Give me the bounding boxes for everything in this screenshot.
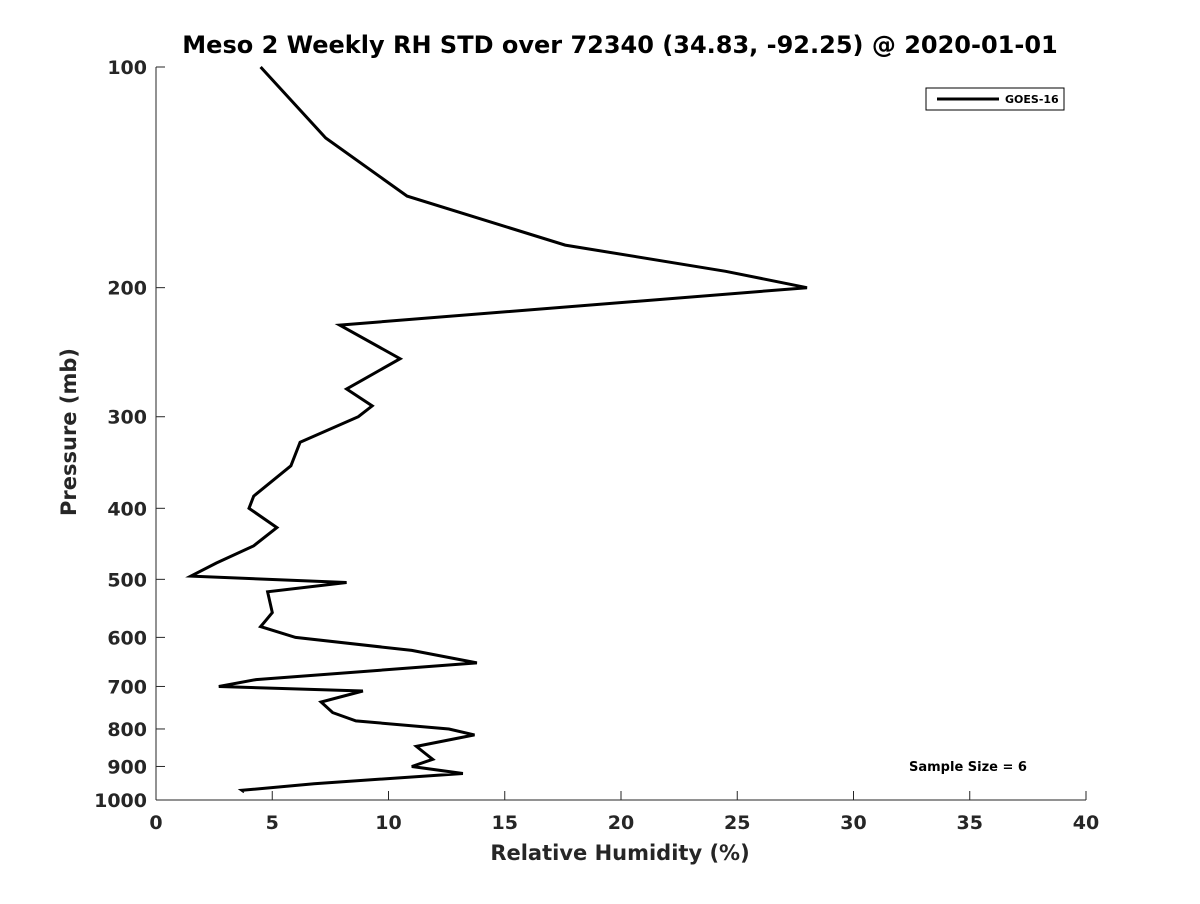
x-tick-label: 10 (375, 812, 401, 834)
x-tick-label: 0 (149, 812, 162, 834)
legend-entry-goes-16: GOES-16 (1005, 93, 1059, 106)
y-tick-label: 600 (107, 627, 147, 649)
y-tick-label: 300 (107, 407, 147, 429)
x-tick-label: 30 (840, 812, 866, 834)
y-tick-label: 900 (107, 756, 147, 778)
series-line-goes-16 (185, 65, 808, 794)
x-tick-label: 5 (266, 812, 279, 834)
x-tick-label: 35 (957, 812, 983, 834)
x-tick-label: 25 (724, 812, 750, 834)
legend: GOES-16 (925, 87, 1065, 111)
x-ticks: 0 5 10 15 20 25 30 35 40 (149, 791, 1099, 834)
x-tick-label: 15 (492, 812, 518, 834)
series-layer (185, 65, 808, 794)
y-tick-label: 1000 (94, 790, 147, 812)
x-tick-label: 40 (1073, 812, 1099, 834)
y-tick-label: 500 (107, 569, 147, 591)
y-tick-label: 100 (107, 57, 147, 79)
x-tick-label: 20 (608, 812, 634, 834)
chart-title: Meso 2 Weekly RH STD over 72340 (34.83, … (182, 31, 1057, 59)
y-ticks: 100 200 300 400 500 600 700 800 900 1000 (94, 57, 165, 812)
y-axis-label: Pressure (mb) (57, 348, 81, 516)
y-tick-label: 200 (107, 278, 147, 300)
y-tick-label: 800 (107, 719, 147, 741)
sample-size-annotation: Sample Size = 6 (909, 760, 1027, 775)
y-tick-label: 700 (107, 676, 147, 698)
y-tick-label: 400 (107, 498, 147, 520)
x-axis-label: Relative Humidity (%) (490, 841, 749, 865)
